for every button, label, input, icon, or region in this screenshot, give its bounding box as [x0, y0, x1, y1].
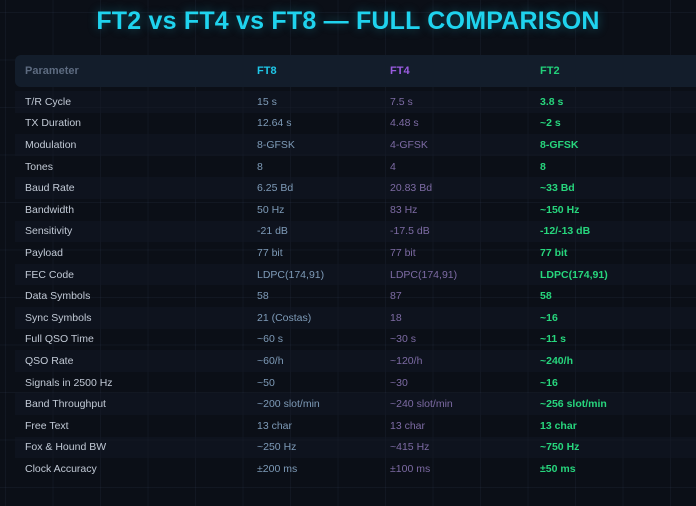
cell-ft2: ~2 s — [540, 117, 561, 130]
cell-ft2: ~150 Hz — [540, 203, 580, 216]
cell-ft8: ~50 — [257, 376, 275, 389]
cell-ft4: LDPC(174,91) — [390, 268, 458, 281]
cell-ft4: ~120/h — [390, 354, 423, 367]
table-row: Baud Rate 6.25 Bd 20.83 Bd ~33 Bd — [15, 177, 696, 199]
cell-parameter: Bandwidth — [25, 203, 75, 216]
cell-ft4: ~30 — [390, 376, 408, 389]
cell-ft8: 8-GFSK — [257, 138, 295, 151]
table-row: Tones 8 4 8 — [15, 156, 696, 178]
cell-ft8: ~60 s — [257, 333, 283, 346]
table-header: Parameter FT8 FT4 FT2 — [15, 55, 696, 87]
cell-parameter: Data Symbols — [25, 290, 91, 303]
cell-ft4: 77 bit — [390, 246, 416, 259]
cell-ft4: 4.48 s — [390, 117, 419, 130]
cell-parameter: Signals in 2500 Hz — [25, 376, 113, 389]
cell-ft4: 4 — [390, 160, 396, 173]
table-row: FEC Code LDPC(174,91) LDPC(174,91) LDPC(174… — [15, 263, 696, 286]
cell-ft4: 18 — [390, 311, 402, 324]
cell-ft2: ~256 slot/min — [540, 398, 607, 411]
header-ft8: FT8 — [257, 65, 277, 77]
cell-parameter: Band Throughput — [25, 398, 106, 411]
cell-ft2: -12/-13 dB — [540, 225, 591, 238]
cell-parameter: Baud Rate — [25, 182, 75, 195]
cell-ft4: 83 Hz — [390, 203, 418, 216]
table-row: Clock Accuracy ±200 ms ±100 ms ±50 ms — [15, 458, 696, 480]
table-row: Signals in 2500 Hz ~50 ~30 ~16 — [15, 372, 696, 394]
comparison-table: Parameter FT8 FT4 FT2 T/R Cycle 15 s 7.5 s… — [15, 55, 696, 480]
cell-ft2: ~750 Hz — [540, 441, 580, 454]
cell-parameter: Clock Accuracy — [25, 462, 97, 475]
cell-ft4: -17.5 dB — [390, 225, 430, 238]
table-row: Full QSO Time ~60 s ~30 s ~11 s — [15, 329, 696, 351]
cell-ft2: ±50 ms — [540, 462, 576, 475]
cell-ft2: 8 — [540, 160, 546, 173]
cell-ft4: 7.5 s — [390, 95, 413, 108]
cell-ft8: -21 dB — [257, 225, 288, 238]
cell-ft4: ~30 s — [390, 333, 416, 346]
cell-ft8: ~250 Hz — [257, 441, 297, 454]
cell-ft4: 13 char — [390, 419, 426, 432]
header-parameter: Parameter — [25, 65, 79, 77]
cell-ft8: 21 (Costas) — [257, 311, 312, 324]
table-row: Free Text 13 char 13 char 13 char — [15, 415, 696, 437]
cell-parameter: Sync Symbols — [25, 311, 92, 324]
cell-ft2: 8-GFSK — [540, 138, 579, 151]
cell-parameter: QSO Rate — [25, 354, 74, 367]
cell-ft8: 15 s — [257, 95, 277, 108]
cell-parameter: Tones — [25, 160, 54, 173]
table-row: Modulation 8-GFSK 4-GFSK 8-GFSK — [15, 134, 696, 156]
table-row: Sensitivity -21 dB -17.5 dB -12/-13 dB — [15, 220, 696, 243]
cell-ft2: ~16 — [540, 376, 558, 389]
cell-ft2: 3.8 s — [540, 95, 564, 108]
cell-ft8: 50 Hz — [257, 203, 285, 216]
table-row: TX Duration 12.64 s 4.48 s ~2 s — [15, 113, 696, 135]
cell-ft4: 87 — [390, 290, 402, 303]
cell-ft8: 13 char — [257, 419, 293, 432]
table-row: Band Throughput ~200 slot/min ~240 slot/mi… — [15, 393, 696, 415]
cell-ft8: 6.25 Bd — [257, 182, 294, 195]
cell-parameter: T/R Cycle — [25, 95, 72, 108]
table-row: Sync Symbols 21 (Costas) 18 ~16 — [15, 306, 696, 329]
cell-ft2: LDPC(174,91) — [540, 268, 608, 281]
cell-ft8: 8 — [257, 160, 263, 173]
page-title: FT2 vs FT4 vs FT8 — FULL COMPARISON — [96, 7, 600, 35]
table-row: Payload 77 bit 77 bit 77 bit — [15, 242, 696, 264]
cell-ft8: ~200 slot/min — [257, 398, 320, 411]
cell-parameter: Sensitivity — [25, 225, 73, 238]
cell-ft2: ~240/h — [540, 354, 573, 367]
cell-ft2: ~11 s — [540, 333, 566, 346]
cell-parameter: FEC Code — [25, 268, 75, 281]
table-row: QSO Rate ~60/h ~120/h ~240/h — [15, 350, 696, 372]
header-ft2: FT2 — [540, 65, 560, 77]
table-row: Data Symbols 58 87 58 — [15, 285, 696, 307]
cell-parameter: Payload — [25, 246, 63, 259]
cell-ft8: 12.64 s — [257, 117, 292, 130]
cell-parameter: Modulation — [25, 138, 77, 151]
table-row: Bandwidth 50 Hz 83 Hz ~150 Hz — [15, 199, 696, 221]
cell-ft4: ±100 ms — [390, 462, 431, 475]
cell-ft8: 77 bit — [257, 246, 283, 259]
cell-ft8: LDPC(174,91) — [257, 268, 325, 281]
cell-ft2: ~33 Bd — [540, 182, 575, 195]
table-row: Fox & Hound BW ~250 Hz ~415 Hz ~750 Hz — [15, 436, 696, 459]
cell-ft2: ~16 — [540, 311, 558, 324]
cell-parameter: TX Duration — [25, 117, 82, 130]
cell-ft4: ~415 Hz — [390, 441, 430, 454]
cell-ft4: 20.83 Bd — [390, 182, 433, 195]
table-row: T/R Cycle 15 s 7.5 s 3.8 s — [15, 91, 696, 113]
cell-ft8: 58 — [257, 290, 269, 303]
table-body: T/R Cycle 15 s 7.5 s 3.8 s TX Duration 12.64 … — [15, 91, 696, 480]
cell-parameter: Full QSO Time — [25, 333, 94, 346]
cell-ft4: ~240 slot/min — [390, 398, 453, 411]
header-ft4: FT4 — [390, 65, 410, 77]
cell-ft8: ~60/h — [257, 354, 284, 367]
cell-parameter: Fox & Hound BW — [25, 441, 107, 454]
cell-parameter: Free Text — [25, 419, 69, 432]
cell-ft2: 58 — [540, 290, 552, 303]
cell-ft2: 77 bit — [540, 246, 568, 259]
cell-ft2: 13 char — [540, 419, 577, 432]
cell-ft8: ±200 ms — [257, 462, 298, 475]
cell-ft4: 4-GFSK — [390, 138, 428, 151]
